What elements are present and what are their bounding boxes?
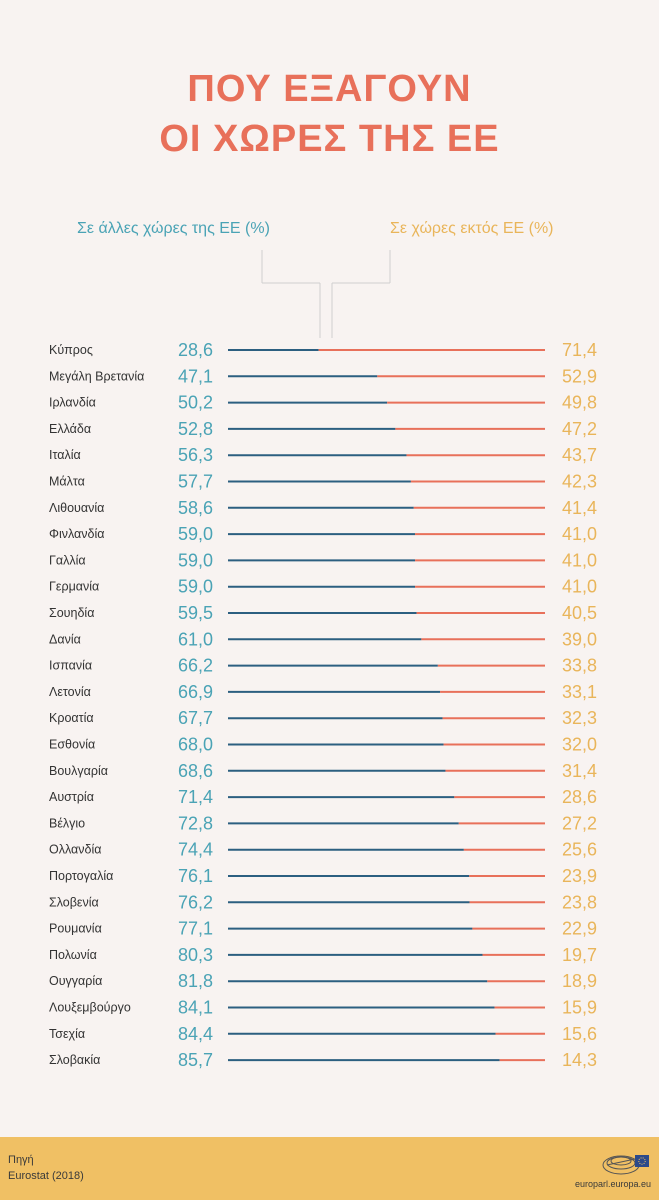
intra-eu-value-label: 84,4	[178, 1024, 213, 1044]
extra-eu-value-label: 40,5	[562, 603, 597, 623]
country-label: Ιρλανδία	[49, 396, 96, 410]
country-label: Μεγάλη Βρετανία	[49, 369, 144, 383]
extra-eu-value-label: 33,8	[562, 656, 597, 676]
country-label: Εσθονία	[49, 738, 95, 752]
extra-eu-value-label: 19,7	[562, 945, 597, 965]
intra-eu-value-label: 59,5	[178, 603, 213, 623]
intra-eu-value-label: 56,3	[178, 445, 213, 465]
extra-eu-value-label: 15,6	[562, 1024, 597, 1044]
country-label: Σλοβακία	[49, 1053, 100, 1067]
country-label: Πορτογαλία	[49, 869, 113, 883]
country-label: Λετονία	[49, 685, 91, 699]
intra-eu-value-label: 66,2	[178, 656, 213, 676]
source-label: Πηγή	[8, 1154, 34, 1166]
country-label: Αυστρία	[49, 790, 94, 804]
intra-eu-value-label: 61,0	[178, 629, 213, 649]
intra-eu-value-label: 59,0	[178, 577, 213, 597]
country-label: Ολλανδία	[49, 843, 101, 857]
intra-eu-value-label: 28,6	[178, 340, 213, 360]
intra-eu-value-label: 71,4	[178, 787, 213, 807]
extra-eu-value-label: 15,9	[562, 998, 597, 1018]
intra-eu-value-label: 47,1	[178, 366, 213, 386]
country-label: Ρουμανία	[49, 922, 102, 936]
source-value: Eurostat (2018)	[8, 1170, 84, 1182]
intra-eu-value-label: 52,8	[178, 419, 213, 439]
country-label: Λουξεμβούργο	[49, 1001, 131, 1015]
extra-eu-value-label: 27,2	[562, 813, 597, 833]
extra-eu-value-label: 39,0	[562, 629, 597, 649]
footer: Πηγή Eurostat (2018) europarl.europa.eu	[0, 1137, 659, 1200]
intra-eu-value-label: 66,9	[178, 682, 213, 702]
intra-eu-value-label: 81,8	[178, 971, 213, 991]
country-label: Φινλανδία	[49, 527, 105, 541]
extra-eu-value-label: 52,9	[562, 366, 597, 386]
extra-eu-value-label: 31,4	[562, 761, 597, 781]
intra-eu-value-label: 80,3	[178, 945, 213, 965]
intra-eu-value-label: 59,0	[178, 550, 213, 570]
european-parliament-logo-icon	[602, 1155, 649, 1175]
extra-eu-value-label: 32,0	[562, 735, 597, 755]
country-label: Σουηδία	[49, 606, 94, 620]
extra-eu-value-label: 41,4	[562, 498, 597, 518]
extra-eu-value-label: 47,2	[562, 419, 597, 439]
country-label: Βουλγαρία	[49, 764, 108, 778]
country-label: Ιταλία	[49, 448, 81, 462]
extra-eu-value-label: 41,0	[562, 524, 597, 544]
chart-rows: Κύπρος 28,6 71,4 Μεγάλη Βρετανία 47,1 52,9 Ιρλ…	[49, 340, 597, 1070]
extra-eu-value-label: 25,6	[562, 840, 597, 860]
legend-intra-eu: Σε άλλες χώρες της ΕΕ (%)	[77, 220, 270, 237]
intra-eu-value-label: 57,7	[178, 472, 213, 492]
country-label: Κροατία	[49, 711, 94, 725]
country-label: Γερμανία	[49, 580, 99, 594]
country-label: Ουγγαρία	[49, 974, 102, 988]
chart-title-line1: ΠΟΥ ΕΞΑΓΟΥΝ	[187, 68, 472, 110]
extra-eu-value-label: 28,6	[562, 787, 597, 807]
country-label: Σλοβενία	[49, 895, 99, 909]
site-url: europarl.europa.eu	[574, 1179, 651, 1189]
extra-eu-value-label: 71,4	[562, 340, 597, 360]
intra-eu-value-label: 68,0	[178, 735, 213, 755]
intra-eu-value-label: 50,2	[178, 393, 213, 413]
intra-eu-value-label: 74,4	[178, 840, 213, 860]
intra-eu-value-label: 68,6	[178, 761, 213, 781]
extra-eu-value-label: 42,3	[562, 472, 597, 492]
intra-eu-value-label: 58,6	[178, 498, 213, 518]
legend-extra-eu: Σε χώρες εκτός ΕΕ (%)	[390, 220, 554, 237]
extra-eu-value-label: 33,1	[562, 682, 597, 702]
intra-eu-value-label: 76,2	[178, 892, 213, 912]
extra-eu-value-label: 23,8	[562, 892, 597, 912]
extra-eu-value-label: 41,0	[562, 577, 597, 597]
extra-eu-value-label: 43,7	[562, 445, 597, 465]
extra-eu-value-label: 41,0	[562, 550, 597, 570]
country-label: Κύπρος	[49, 343, 93, 357]
country-label: Λιθουανία	[49, 501, 104, 515]
country-label: Πολωνία	[49, 948, 97, 962]
country-label: Μάλτα	[49, 475, 85, 489]
intra-eu-value-label: 67,7	[178, 708, 213, 728]
country-label: Ισπανία	[49, 659, 92, 673]
legend-connector	[261, 250, 391, 338]
intra-eu-value-label: 59,0	[178, 524, 213, 544]
intra-eu-value-label: 77,1	[178, 919, 213, 939]
intra-eu-value-label: 76,1	[178, 866, 213, 886]
intra-eu-value-label: 85,7	[178, 1050, 213, 1070]
extra-eu-value-label: 14,3	[562, 1050, 597, 1070]
extra-eu-value-label: 32,3	[562, 708, 597, 728]
chart-title-line2: ΟΙ ΧΩΡΕΣ ΤΗΣ ΕΕ	[159, 118, 500, 160]
chart-area: Κύπρος 28,6 71,4 Μεγάλη Βρετανία 47,1 52,9 Ιρλ…	[49, 250, 597, 1070]
country-label: Γαλλία	[49, 553, 86, 567]
extra-eu-value-label: 23,9	[562, 866, 597, 886]
country-label: Ελλάδα	[49, 422, 91, 436]
intra-eu-value-label: 72,8	[178, 813, 213, 833]
extra-eu-value-label: 18,9	[562, 971, 597, 991]
country-label: Βέλγιο	[49, 816, 85, 830]
country-label: Δανία	[49, 632, 81, 646]
country-label: Τσεχία	[49, 1027, 85, 1041]
extra-eu-value-label: 49,8	[562, 393, 597, 413]
extra-eu-value-label: 22,9	[562, 919, 597, 939]
intra-eu-value-label: 84,1	[178, 998, 213, 1018]
